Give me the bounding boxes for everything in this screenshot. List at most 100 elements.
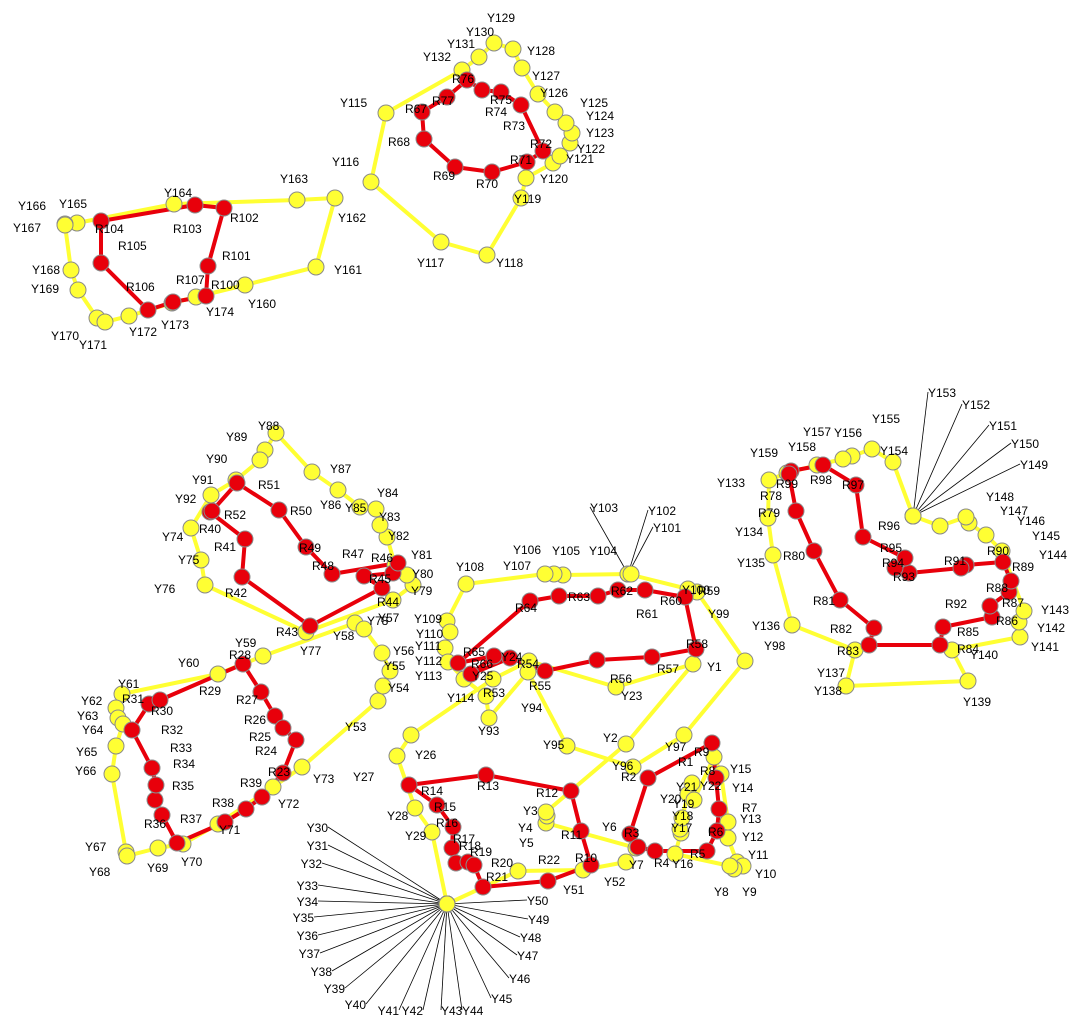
- node-r45: [355, 567, 373, 585]
- leader-line-y34: [317, 900, 448, 905]
- node-label-y34: Y34: [297, 895, 319, 909]
- node-label-r73: R73: [503, 119, 525, 133]
- node-label-y159: Y159: [750, 446, 778, 460]
- red-edge-R80-R81: [812, 549, 842, 602]
- node-label-r93: R93: [893, 570, 915, 584]
- node-label-y51: Y51: [563, 883, 585, 897]
- node-label-y69: Y69: [147, 861, 169, 875]
- leader-line-y48: [446, 903, 521, 938]
- node-label-y153: Y153: [928, 386, 956, 400]
- yellow-edge-Y136-Y137: [790, 623, 857, 652]
- node-label-y18: Y18: [672, 809, 694, 823]
- leader-line-y103: [589, 506, 629, 575]
- node-label-y59: Y59: [235, 636, 257, 650]
- node-label-y43: Y43: [441, 1004, 463, 1018]
- node-label-y29: Y29: [405, 829, 427, 843]
- node-label-y39: Y39: [324, 982, 346, 996]
- red-edge-R101-R102: [206, 206, 226, 268]
- node-label-r46: R46: [371, 551, 393, 565]
- node-y172: [120, 307, 138, 325]
- node-y59: [254, 647, 272, 665]
- node-r31: [123, 721, 141, 739]
- node-label-y93: Y93: [478, 724, 500, 738]
- node-label-y41: Y41: [378, 1004, 400, 1018]
- yellow-edge-Y60-Y61: [120, 672, 220, 696]
- node-y157: [834, 450, 852, 468]
- node-label-y21: Y21: [676, 780, 698, 794]
- leader-line-y50: [446, 899, 528, 905]
- node-label-y170: Y170: [51, 329, 79, 343]
- node-y125: [557, 114, 575, 132]
- leader-line-y36: [317, 903, 448, 936]
- node-label-r62: R62: [611, 584, 633, 598]
- node-r38: [237, 800, 255, 818]
- node-y155: [863, 440, 881, 458]
- node-label-r68: R68: [388, 135, 410, 149]
- node-label-r11: R11: [561, 828, 582, 842]
- node-label-y104: Y104: [589, 544, 617, 558]
- node-y171: [96, 313, 114, 331]
- node-label-y98: Y98: [764, 639, 786, 653]
- node-y53: [369, 692, 387, 710]
- leader-lines: [313, 391, 1021, 1011]
- yellow-edge-Y115-Y116: [369, 111, 388, 184]
- node-label-y5: Y5: [519, 836, 534, 850]
- node-label-y146: Y146: [1017, 514, 1045, 528]
- leader-line-y151: [912, 424, 990, 517]
- node-r32: [143, 759, 161, 777]
- red-edge-R1-R2: [628, 776, 650, 836]
- node-label-y131: Y131: [447, 37, 475, 51]
- yellow-edge-Y132-Y115: [384, 68, 464, 115]
- yellow-edge-Y95-Y96: [565, 744, 635, 769]
- node-r16: [444, 818, 462, 836]
- node-label-r107: R107: [176, 273, 205, 287]
- node-label-y94: Y94: [521, 701, 543, 715]
- node-y69: [149, 839, 167, 857]
- node-label-y118: Y118: [496, 256, 523, 270]
- red-edge-R105-R106: [99, 261, 150, 312]
- node-label-y50: Y50: [527, 894, 549, 908]
- node-label-r71: R71: [510, 153, 532, 167]
- node-label-r57: R57: [657, 662, 679, 676]
- node-label-r88: R88: [986, 581, 1008, 595]
- node-r37: [216, 813, 234, 831]
- node-y110: [441, 623, 459, 641]
- node-y117: [432, 233, 450, 251]
- node-label-y157: Y157: [803, 425, 831, 439]
- node-r21: [474, 878, 492, 896]
- red-edge-R92-R93: [907, 566, 963, 575]
- node-label-r1: R1: [678, 755, 694, 769]
- node-label-y137: Y137: [817, 666, 845, 680]
- node-label-r10: R10: [575, 851, 597, 865]
- node-label-y138: Y138: [814, 684, 842, 698]
- node-y154: [884, 453, 902, 471]
- node-r78: [780, 465, 798, 483]
- node-y2: [617, 735, 635, 753]
- node-label-y65: Y65: [76, 745, 98, 759]
- node-label-r12: R12: [536, 786, 558, 800]
- node-r36: [168, 834, 186, 852]
- node-label-r28: R28: [229, 648, 251, 662]
- node-label-r59: R59: [698, 584, 720, 598]
- node-label-r58: R58: [686, 637, 708, 651]
- node-r9: [703, 734, 721, 752]
- node-y104: [622, 565, 640, 583]
- node-label-r50: R50: [290, 504, 312, 518]
- node-label-y7: Y7: [629, 858, 644, 872]
- node-label-y127: Y127: [532, 69, 560, 83]
- node-label-y173: Y173: [161, 318, 189, 332]
- node-label-r63: R63: [568, 590, 590, 604]
- yellow-edge-Y77-Y78: [304, 598, 395, 634]
- node-r51: [228, 474, 246, 492]
- node-label-r66: R66: [471, 657, 493, 671]
- node-label-y45: Y45: [491, 992, 513, 1006]
- node-y169: [69, 281, 87, 299]
- node-label-y72: Y72: [278, 797, 300, 811]
- node-label-y171: Y171: [79, 338, 107, 352]
- node-label-y33: Y33: [297, 879, 319, 893]
- node-label-r44: R44: [377, 595, 399, 609]
- node-label-r104: R104: [95, 222, 124, 236]
- leader-line-y150: [912, 442, 1012, 517]
- node-r102: [215, 199, 233, 217]
- node-label-y158: Y158: [788, 440, 816, 454]
